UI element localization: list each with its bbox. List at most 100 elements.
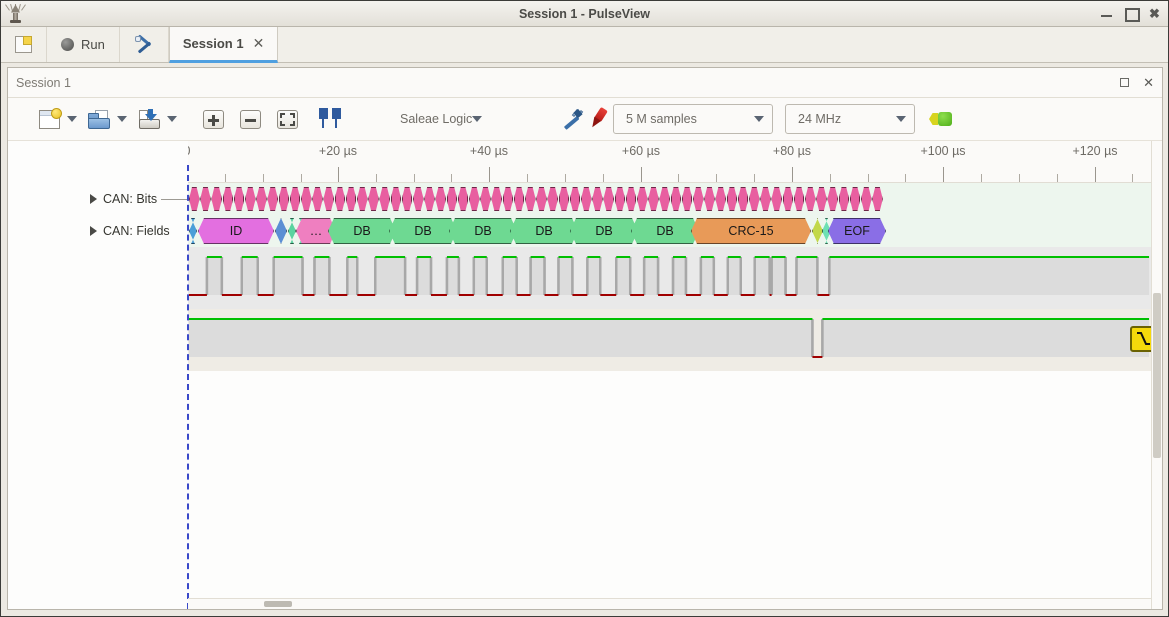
close-icon[interactable]: ✕ — [252, 35, 265, 51]
can-bit-cell[interactable] — [301, 187, 312, 211]
save-file-button[interactable] — [134, 105, 164, 133]
can-field-id[interactable]: ID — [198, 218, 274, 244]
can-bit-cell[interactable] — [805, 187, 816, 211]
can-bit-cell[interactable] — [872, 187, 883, 211]
open-file-button[interactable] — [84, 105, 114, 133]
can-bit-cell[interactable] — [615, 187, 626, 211]
can-bit-cell[interactable] — [839, 187, 850, 211]
can-field-marker[interactable] — [822, 218, 831, 244]
sidebar-item-can-fields[interactable]: CAN: Fields — [8, 215, 188, 247]
can-bit-cell[interactable] — [547, 187, 558, 211]
can-field-marker[interactable] — [288, 218, 296, 244]
sample-count-selector[interactable]: 5 M samples — [613, 104, 773, 134]
trigger-probe-button[interactable] — [583, 105, 613, 133]
can-bit-cell[interactable] — [267, 187, 278, 211]
can-field-db[interactable]: DB — [449, 218, 517, 244]
tab-session-1[interactable]: Session 1 ✕ — [168, 27, 279, 63]
can-bit-cell[interactable] — [290, 187, 301, 211]
can-field-marker[interactable] — [812, 218, 823, 244]
can-bit-cell[interactable] — [850, 187, 861, 211]
can-bit-cell[interactable] — [715, 187, 726, 211]
save-file-dropdown[interactable] — [164, 106, 180, 132]
can-bit-cell[interactable] — [827, 187, 838, 211]
can-bit-cell[interactable] — [211, 187, 222, 211]
can-bit-cell[interactable] — [469, 187, 480, 211]
close-icon[interactable]: ✖ — [1149, 6, 1160, 21]
horizontal-scrollbar-thumb[interactable] — [264, 601, 292, 607]
can-bit-cell[interactable] — [559, 187, 570, 211]
can-bit-cell[interactable] — [671, 187, 682, 211]
show-cursors-button[interactable] — [314, 105, 348, 133]
new-file-dropdown[interactable] — [64, 106, 80, 132]
can-bit-cell[interactable] — [771, 187, 782, 211]
can-bit-cell[interactable] — [783, 187, 794, 211]
can-bit-cell[interactable] — [491, 187, 502, 211]
can-bit-cell[interactable] — [727, 187, 738, 211]
can-bit-cell[interactable] — [603, 187, 614, 211]
new-file-button[interactable] — [34, 105, 64, 133]
device-config-button[interactable] — [555, 105, 584, 133]
expander-icon[interactable] — [90, 226, 97, 236]
can-bit-cell[interactable] — [379, 187, 390, 211]
can-bit-cell[interactable] — [335, 187, 346, 211]
settings-button[interactable] — [120, 27, 169, 62]
can-bit-cell[interactable] — [704, 187, 715, 211]
can-bit-cell[interactable] — [458, 187, 469, 211]
can-bit-cell[interactable] — [592, 187, 603, 211]
can-bit-cell[interactable] — [536, 187, 547, 211]
can-bit-cell[interactable] — [234, 187, 245, 211]
can-field-marker[interactable] — [275, 218, 287, 244]
can-bit-cell[interactable] — [447, 187, 458, 211]
can-bit-cell[interactable] — [659, 187, 670, 211]
can-bit-cell[interactable] — [189, 187, 200, 211]
can-bit-cell[interactable] — [581, 187, 592, 211]
float-window-icon[interactable] — [1120, 78, 1130, 87]
can-bit-cell[interactable] — [794, 187, 805, 211]
can-bit-cell[interactable] — [346, 187, 357, 211]
can-bit-cell[interactable] — [749, 187, 760, 211]
close-icon[interactable]: ✕ — [1143, 75, 1154, 90]
maximize-button[interactable] — [1125, 8, 1140, 22]
can-bit-cell[interactable] — [480, 187, 491, 211]
can-bit-cell[interactable] — [200, 187, 211, 211]
zoom-fit-button[interactable] — [272, 105, 302, 133]
can-bit-cell[interactable] — [256, 187, 267, 211]
can-bit-cell[interactable] — [760, 187, 771, 211]
vertical-scrollbar-thumb[interactable] — [1153, 293, 1161, 458]
expander-icon[interactable] — [90, 194, 97, 204]
time-ruler[interactable]: 0+20 µs+40 µs+60 µs+80 µs+100 µs+120 µs — [8, 141, 1162, 183]
can-field-eof[interactable]: EOF — [828, 218, 886, 244]
can-bit-cell[interactable] — [525, 187, 536, 211]
can-bit-cell[interactable] — [279, 187, 290, 211]
can-bit-cell[interactable] — [357, 187, 368, 211]
can-bit-cell[interactable] — [738, 187, 749, 211]
can-bit-cell[interactable] — [402, 187, 413, 211]
can-bit-cell[interactable] — [648, 187, 659, 211]
can-bit-cell[interactable] — [570, 187, 581, 211]
can-bit-cell[interactable] — [245, 187, 256, 211]
vertical-scrollbar[interactable] — [1151, 141, 1162, 609]
zoom-in-button[interactable] — [198, 105, 228, 133]
new-session-button[interactable] — [1, 27, 47, 62]
can-bit-cell[interactable] — [312, 187, 323, 211]
run-button[interactable]: Run — [47, 27, 120, 62]
sidebar-item-can-bits[interactable]: CAN: Bits — [8, 183, 188, 215]
device-selector[interactable]: Saleae Logic — [390, 104, 555, 134]
can-bit-cell[interactable] — [435, 187, 446, 211]
protocol-decoder-icon[interactable] — [929, 110, 957, 128]
can-bit-cell[interactable] — [391, 187, 402, 211]
can-bit-cell[interactable] — [503, 187, 514, 211]
can-field-db[interactable]: DB — [510, 218, 578, 244]
can-field-db[interactable]: DB — [631, 218, 699, 244]
cursor-line[interactable] — [187, 165, 189, 609]
can-bit-cell[interactable] — [323, 187, 334, 211]
can-bit-cell[interactable] — [223, 187, 234, 211]
can-field-db[interactable]: DB — [570, 218, 638, 244]
zoom-out-button[interactable] — [235, 105, 265, 133]
can-field-db[interactable]: DB — [389, 218, 457, 244]
open-file-dropdown[interactable] — [114, 106, 130, 132]
can-field-db[interactable]: DB — [328, 218, 396, 244]
horizontal-scrollbar[interactable] — [188, 598, 1151, 609]
can-bit-cell[interactable] — [413, 187, 424, 211]
can-bit-cell[interactable] — [424, 187, 435, 211]
